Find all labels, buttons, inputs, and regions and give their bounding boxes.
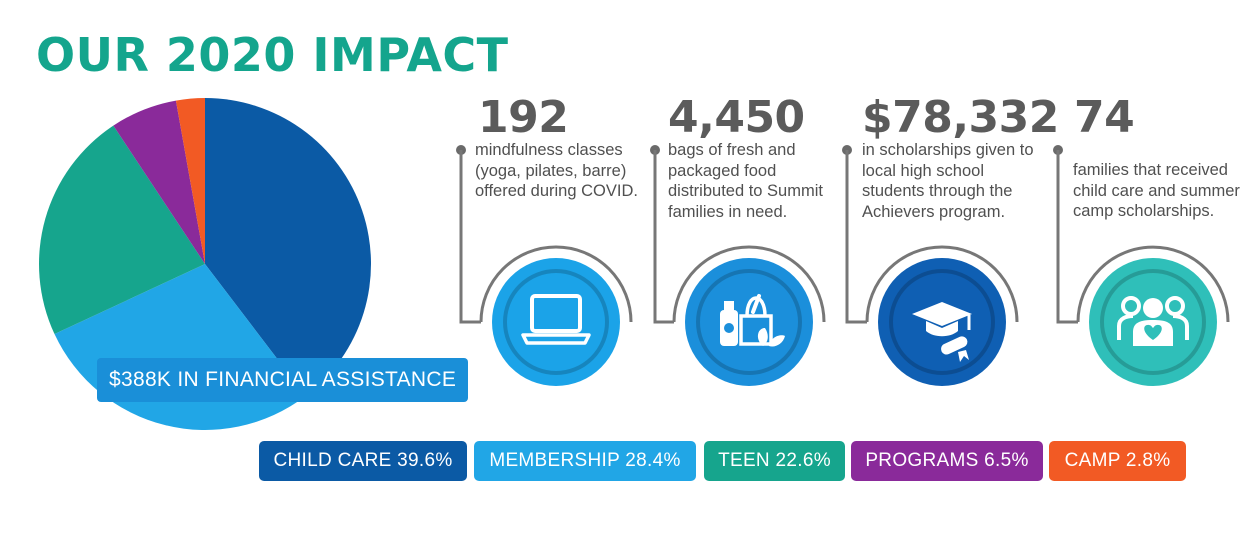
connector-line bbox=[1056, 150, 1078, 324]
laptop-icon bbox=[521, 294, 591, 345]
pie-slice-camp bbox=[175, 98, 205, 264]
icon-circle-ring bbox=[1100, 269, 1206, 375]
groceries-icon bbox=[720, 294, 785, 347]
connector-line bbox=[653, 150, 674, 324]
connector-line bbox=[459, 150, 481, 324]
stat-description-classes: mindfulness classes (yoga, pilates, barr… bbox=[475, 141, 638, 200]
connector-arc bbox=[865, 245, 1019, 323]
stat-description-families: families that received child care and su… bbox=[1073, 161, 1240, 220]
stat-description-food-bags: bags of fresh and packaged food distribu… bbox=[668, 141, 823, 221]
stat-graphic-scholarships bbox=[842, 145, 1019, 386]
stat-description-scholarships: in scholarships given to local high scho… bbox=[862, 141, 1034, 221]
stat-graphic-food-bags bbox=[650, 145, 826, 386]
icon-circle bbox=[492, 258, 620, 386]
stat-number-food-bags: 4,450 bbox=[668, 92, 805, 143]
legend-teen: TEEN 22.6% bbox=[704, 441, 845, 481]
icon-circle-ring bbox=[503, 269, 609, 375]
pie-slice-teen bbox=[39, 125, 205, 335]
stat-graphic-families bbox=[1053, 145, 1230, 386]
graduation-cap-icon bbox=[912, 302, 972, 362]
connector-line bbox=[845, 150, 867, 324]
stat-number-scholarships: $78,332 bbox=[862, 92, 1059, 143]
legend-programs: PROGRAMS 6.5% bbox=[851, 441, 1043, 481]
legend-child-care: CHILD CARE 39.6% bbox=[259, 441, 467, 481]
legend-membership: MEMBERSHIP 28.4% bbox=[474, 441, 696, 481]
pie-slice-programs bbox=[113, 100, 205, 264]
connector-arc bbox=[1076, 245, 1230, 323]
icon-circle bbox=[685, 258, 813, 386]
stat-number-classes: 192 bbox=[478, 92, 569, 143]
icon-circle-ring bbox=[696, 269, 802, 375]
connector-arc bbox=[479, 245, 633, 323]
pie-slice-child-care bbox=[205, 98, 371, 397]
legend-camp: CAMP 2.8% bbox=[1049, 441, 1186, 481]
stat-graphic-classes bbox=[456, 145, 633, 386]
connector-arc bbox=[672, 245, 826, 323]
total-assistance-callout: $388K IN FINANCIAL ASSISTANCE bbox=[97, 358, 469, 402]
page-title: OUR 2020 IMPACT bbox=[36, 28, 509, 82]
icon-circle-ring bbox=[889, 269, 995, 375]
family-heart-icon bbox=[1117, 296, 1189, 346]
stat-number-families: 74 bbox=[1074, 92, 1135, 143]
